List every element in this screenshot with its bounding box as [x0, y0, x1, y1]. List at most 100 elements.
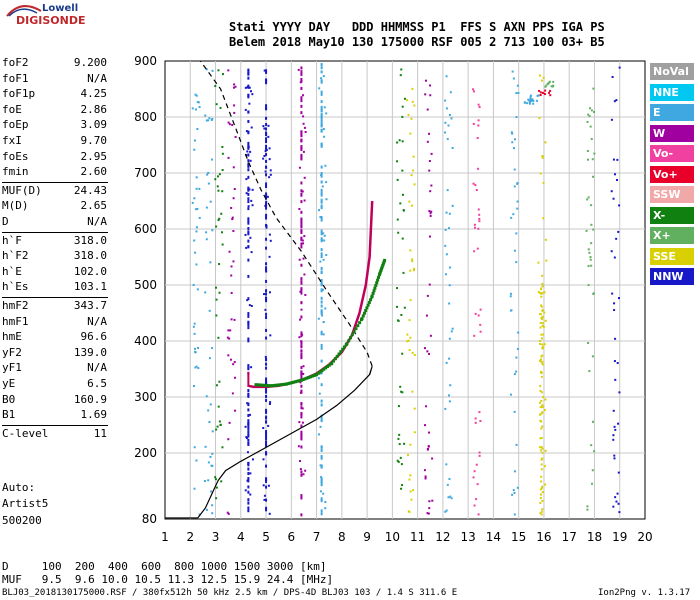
- legend-item-e: E: [650, 104, 694, 121]
- cluster-dot: [532, 99, 535, 102]
- noise-dot: [543, 311, 546, 314]
- noise-dot: [431, 499, 434, 502]
- noise-dot: [590, 204, 593, 207]
- noise-dot: [317, 377, 320, 380]
- param-key: foF1p: [2, 87, 36, 101]
- noise-dot: [539, 358, 542, 361]
- spike-dot: [300, 433, 303, 437]
- trace-x-dot: [366, 303, 370, 307]
- sse-dot: [541, 354, 544, 357]
- spike-dot: [247, 219, 250, 223]
- noise-dot: [445, 361, 448, 364]
- noise-dot: [409, 249, 412, 252]
- trace-x-dot: [315, 373, 319, 377]
- sse-dot: [540, 412, 543, 415]
- sse-dot: [541, 347, 544, 350]
- trace-x-dot: [275, 383, 279, 387]
- noise-dot: [409, 443, 412, 446]
- noise-dot: [545, 259, 548, 262]
- noise-dot: [302, 242, 305, 245]
- sse-dot: [539, 359, 542, 362]
- spike-dot: [265, 432, 268, 436]
- spike-dot: [320, 497, 323, 501]
- cluster-dot: [549, 94, 552, 97]
- noise-dot: [321, 288, 324, 291]
- noise-dot: [220, 480, 223, 483]
- spike-dot: [320, 193, 323, 197]
- sse-dot: [539, 493, 542, 496]
- noise-dot: [613, 256, 616, 259]
- noise-dot: [215, 314, 218, 317]
- noise-dot: [401, 169, 404, 172]
- noise-dot: [302, 365, 305, 368]
- spike-dot: [320, 100, 323, 104]
- noise-dot: [539, 172, 542, 175]
- trace-x-dot: [330, 361, 334, 365]
- noise-dot: [192, 283, 195, 286]
- noise-dot: [322, 321, 325, 324]
- noise-dot: [590, 109, 593, 112]
- noise-dot: [195, 94, 198, 97]
- param-value: 103.1: [73, 280, 107, 294]
- noise-dot: [511, 493, 514, 496]
- trace-x-dot: [337, 352, 341, 356]
- noise-dot: [592, 228, 595, 231]
- noise-dot: [302, 372, 305, 375]
- spike-dot: [247, 274, 250, 278]
- noise-dot: [218, 263, 221, 266]
- param-key: foEp: [2, 118, 29, 132]
- trace-x-dot: [333, 357, 337, 361]
- noise-dot: [539, 326, 542, 329]
- spike-dot: [265, 184, 268, 188]
- spike-dot: [265, 153, 268, 157]
- noise-dot: [264, 308, 267, 311]
- noise-dot: [515, 116, 518, 119]
- x-tick-label: 10: [385, 530, 400, 544]
- trace-x-dot: [307, 376, 311, 380]
- trace-x-dot: [324, 366, 328, 370]
- param-key: h`F: [2, 233, 22, 247]
- noise-dot: [448, 400, 451, 403]
- noise-dot: [245, 178, 248, 181]
- noise-dot: [195, 208, 198, 211]
- x-tick-label: 7: [313, 530, 321, 544]
- noise-dot: [267, 124, 270, 127]
- noise-dot: [407, 113, 410, 116]
- spike-dot: [320, 346, 323, 350]
- param-key: yF1: [2, 361, 22, 375]
- sse-dot: [540, 446, 543, 449]
- sse-dot: [541, 285, 544, 288]
- spike-dot: [320, 343, 323, 347]
- spike-dot: [300, 155, 303, 159]
- noise-dot: [227, 69, 230, 72]
- legend-item-vo-: Vo+: [650, 165, 694, 183]
- noise-dot: [207, 409, 210, 412]
- noise-dot: [303, 235, 306, 238]
- spike-dot: [247, 323, 250, 327]
- noise-dot: [226, 336, 229, 339]
- noise-dot: [612, 197, 615, 200]
- noise-dot: [413, 354, 416, 357]
- param-row-c-level: C-level 11: [2, 427, 107, 440]
- sse-dot: [540, 337, 543, 340]
- noise-dot: [428, 235, 431, 238]
- spike-dot: [265, 237, 268, 241]
- spike-dot: [265, 315, 268, 319]
- spike-dot: [300, 513, 303, 517]
- spike-dot: [247, 314, 250, 318]
- noise-dot: [515, 261, 518, 264]
- noise-dot: [396, 178, 399, 181]
- noise-dot: [426, 140, 429, 143]
- spike-dot: [300, 384, 303, 388]
- noise-dot: [249, 413, 252, 416]
- sse-dot: [540, 475, 543, 478]
- noise-dot: [221, 446, 224, 449]
- sse-dot: [541, 485, 544, 488]
- spike-dot: [300, 470, 303, 474]
- noise-dot: [401, 193, 404, 196]
- trace-x-dot: [282, 382, 286, 386]
- noise-dot: [613, 302, 616, 305]
- noise-dot: [233, 111, 236, 114]
- noise-dot: [444, 510, 447, 513]
- noise-dot: [209, 403, 212, 406]
